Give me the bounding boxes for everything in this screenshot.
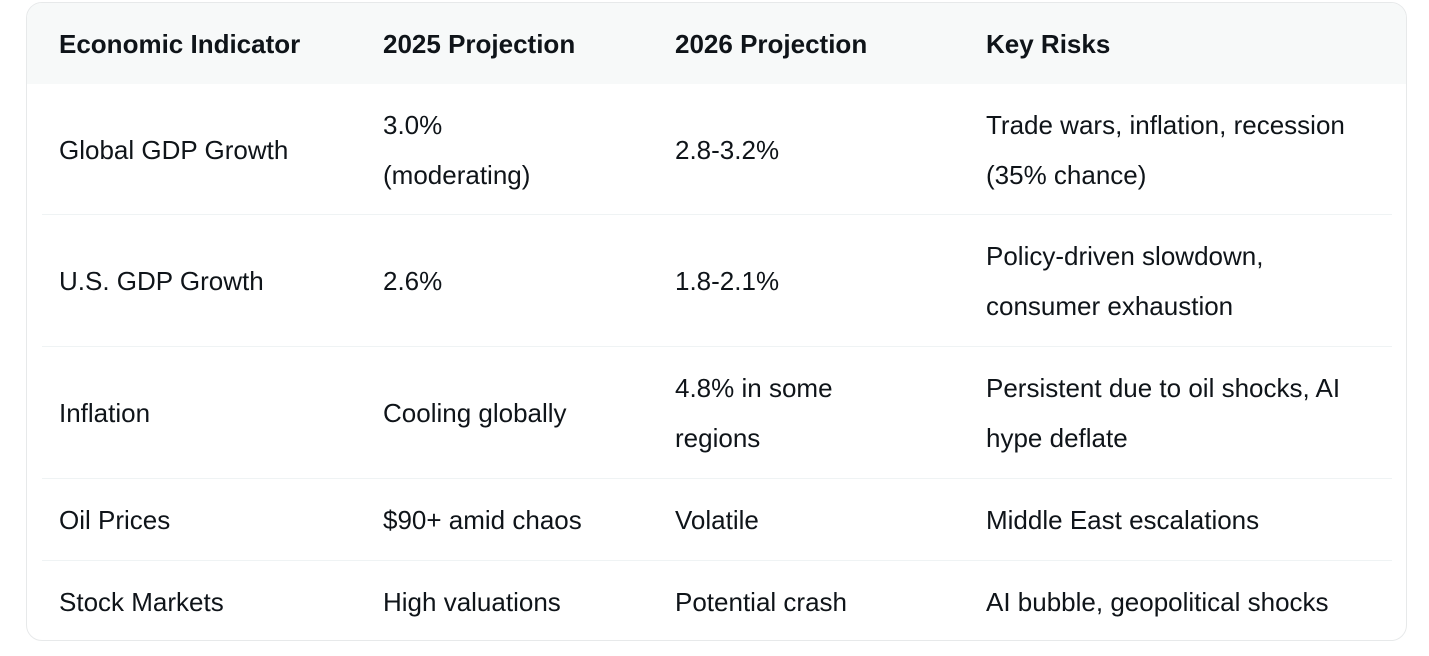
table-cell: Global GDP Growth — [59, 134, 289, 165]
table-card: Economic Indicator 2025 Projection 2026 Pr… — [26, 2, 1407, 641]
header-cell: 2026 Projection — [675, 28, 868, 59]
table-cell: 2.8-3.2% — [675, 134, 780, 165]
header-cell: 2025 Projection — [383, 28, 576, 59]
table-cell: $90+ amid chaos — [383, 505, 582, 535]
table-cell: High valuations — [383, 586, 561, 617]
table-row: Global GDP Growth 3.0% (moderating) 2.8-3.… — [27, 84, 1406, 215]
table-cell: Potential crash — [675, 586, 847, 617]
table-cell: U.S. GDP Growth — [59, 266, 264, 296]
table-cell: AI bubble, geopolitical shocks — [986, 586, 1329, 617]
table-cell: 2.6% — [383, 266, 443, 296]
row-separator — [42, 478, 1392, 479]
table-cell: 4.8% in some regions — [675, 373, 833, 453]
table-cell: Oil Prices — [59, 505, 171, 535]
table-cell: Volatile — [675, 505, 759, 535]
table-cell: Trade wars, inflation, recession (35% ch… — [986, 109, 1345, 190]
row-separator — [42, 346, 1392, 347]
table-cell: Inflation — [59, 398, 151, 428]
header-cell: Economic Indicator — [59, 28, 301, 59]
row-separator — [42, 560, 1392, 561]
table-row: Oil Prices $90+ amid chaos Volatile Middle … — [27, 479, 1406, 561]
table-cell: Policy-driven slowdown, consumer exhaust… — [986, 241, 1264, 321]
table-cell: 3.0% (moderating) — [383, 109, 531, 190]
header-row: Economic Indicator 2025 Projection 2026 Pr… — [27, 3, 1406, 84]
table-row: U.S. GDP Growth 2.6% 1.8-2.1% Policy-driven… — [27, 215, 1406, 347]
table-cell: 1.8-2.1% — [675, 266, 780, 296]
table-cell: Stock Markets — [59, 586, 224, 617]
table-row: Inflation Cooling globally 4.8% in some re… — [27, 347, 1406, 479]
table-cell: Persistent due to oil shocks, AI hype de… — [986, 373, 1341, 453]
row-separator — [42, 214, 1392, 215]
table-cell: Cooling globally — [383, 398, 567, 428]
header-cell: Key Risks — [986, 28, 1111, 59]
table-cell: Middle East escalations — [986, 505, 1260, 535]
table-row: Stock Markets High valuations Potential cr… — [27, 561, 1406, 640]
